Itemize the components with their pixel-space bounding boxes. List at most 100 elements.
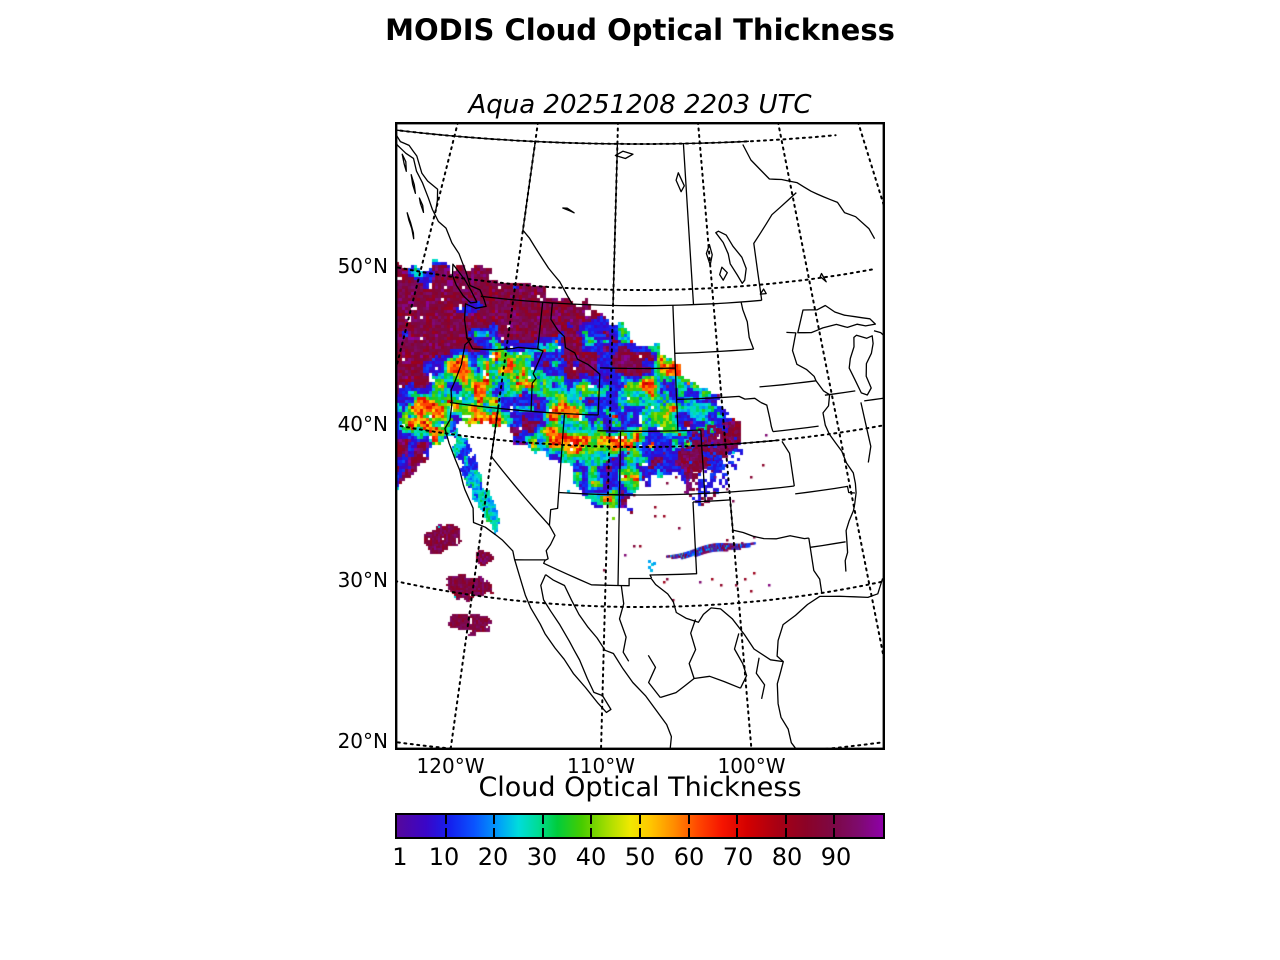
colorbar-tick — [493, 828, 496, 837]
mississippi-river — [786, 331, 857, 572]
reindeer-lake — [675, 172, 685, 193]
lake-superior — [797, 304, 877, 334]
mn-west-border — [740, 301, 755, 350]
ut-nv-border — [558, 413, 566, 493]
alaska-bc-border — [395, 131, 439, 211]
lat-tick-label: 40°N — [337, 412, 388, 437]
colorbar-tick-value: 20 — [477, 843, 509, 871]
ia-mo-border — [772, 425, 819, 433]
lat-tick-label: 50°N — [337, 254, 388, 279]
sask-manitoba — [682, 143, 695, 305]
border-60n — [395, 129, 749, 145]
colorbar-tick — [687, 815, 690, 824]
colorbar-tick — [784, 828, 787, 837]
mi-in-oh-border — [864, 397, 885, 402]
alberta-sask — [612, 143, 619, 306]
ar-la-border — [810, 541, 846, 548]
lake-michigan — [848, 334, 874, 396]
mt-wy-border — [599, 367, 676, 370]
mx-sonora-chihuahua — [618, 585, 630, 662]
lon-tick-label: 120°W — [416, 754, 485, 778]
colorbar-tick-value: 70 — [722, 843, 754, 871]
nm-tx-border — [649, 501, 698, 579]
colorbar-tick-value: 1 — [392, 843, 408, 871]
colorbar-tick-value: 90 — [820, 843, 852, 871]
bc-alberta — [522, 141, 573, 305]
colorbar-tick — [687, 828, 690, 837]
mx-nl-tamaulipas — [755, 657, 766, 700]
lesser-slave-lake — [562, 207, 575, 214]
ca-nv-border — [490, 408, 550, 526]
il-in-border — [860, 402, 872, 463]
lon-tick-label: 110°W — [567, 754, 635, 778]
mx-durango-zacatecas — [660, 675, 741, 699]
coast-pacific — [395, 140, 612, 714]
colorbar-tick-value: 40 — [575, 843, 607, 871]
mx-chihuahua-coahuila — [688, 619, 697, 679]
mx-sinaloa-durango — [647, 654, 661, 698]
colorbar-tick — [639, 815, 641, 824]
lat-tick-label: 30°N — [337, 568, 388, 593]
wi-il-border — [824, 390, 856, 396]
lon-tick-label: 100°W — [717, 754, 786, 778]
ok-panhandle — [692, 499, 734, 531]
wa-or-border — [465, 336, 540, 351]
missouri-river-ne — [760, 401, 774, 432]
colorbar-tick-value: 80 — [771, 843, 803, 871]
sd-ne-border — [676, 395, 762, 404]
border-49n — [480, 295, 762, 307]
cloud-optical-thickness-raster — [395, 122, 885, 750]
coast-gulf-of-mexico — [776, 578, 884, 750]
border-42n — [449, 401, 599, 416]
panhandle-island-a — [401, 153, 407, 172]
chart-subtitle: Aqua 20251208 2203 UTC — [468, 90, 812, 120]
lake-athabasca — [614, 150, 634, 160]
lake-manitoba — [719, 266, 728, 281]
colorbar-tick-value: 30 — [526, 843, 558, 871]
mn-ia-border — [759, 380, 817, 388]
mx-coahuila-nl — [733, 633, 748, 689]
colorbar-tick-value: 10 — [428, 843, 460, 871]
lake-winnipeg — [715, 230, 747, 284]
colorbar-tick-value: 50 — [624, 843, 656, 871]
line-104w — [672, 305, 679, 431]
lat-tick-label: 20°N — [337, 729, 388, 754]
ks-ok-border — [704, 485, 795, 495]
colorbar-tick-value: 60 — [673, 843, 705, 871]
red-river — [732, 529, 809, 540]
border-41n — [597, 429, 701, 432]
colorbar-tick — [784, 815, 787, 824]
map-panel — [395, 122, 885, 750]
map-frame — [395, 122, 885, 750]
lake-huron-partial — [873, 330, 885, 338]
colorbar-tick — [736, 815, 739, 824]
colorbar-tick — [444, 815, 447, 824]
colorbar-label: Cloud Optical Thickness — [478, 772, 802, 803]
panhandle-island-b — [410, 174, 417, 194]
colorbar — [395, 813, 885, 839]
lake-nipigon — [819, 272, 827, 283]
manitoba-ontario — [753, 192, 797, 301]
lake-winnipegosis — [705, 243, 713, 266]
panhandle-island-c — [418, 197, 425, 214]
colorbar-tick — [736, 828, 739, 837]
coast-sonora-sinaloa — [545, 574, 673, 750]
nd-sd-border — [674, 348, 754, 354]
hudson-bay-coast — [742, 144, 876, 240]
idaho-west-border — [530, 302, 544, 412]
colorbar-tick — [590, 828, 593, 837]
rio-grande — [650, 578, 784, 663]
colorbar-tick — [493, 815, 496, 824]
us-mexico-west — [514, 559, 652, 587]
colorbar-tick — [541, 815, 544, 824]
colorado-river-az — [545, 525, 556, 561]
haida-gwaii — [406, 212, 415, 240]
vancouver-island — [451, 263, 478, 304]
nv-az-border — [548, 492, 560, 526]
ks-mo-border — [781, 441, 795, 487]
ne-ks-border — [701, 439, 780, 447]
id-mt-border — [550, 302, 601, 416]
colorbar-tick — [833, 828, 836, 837]
co-east-border — [700, 429, 706, 502]
